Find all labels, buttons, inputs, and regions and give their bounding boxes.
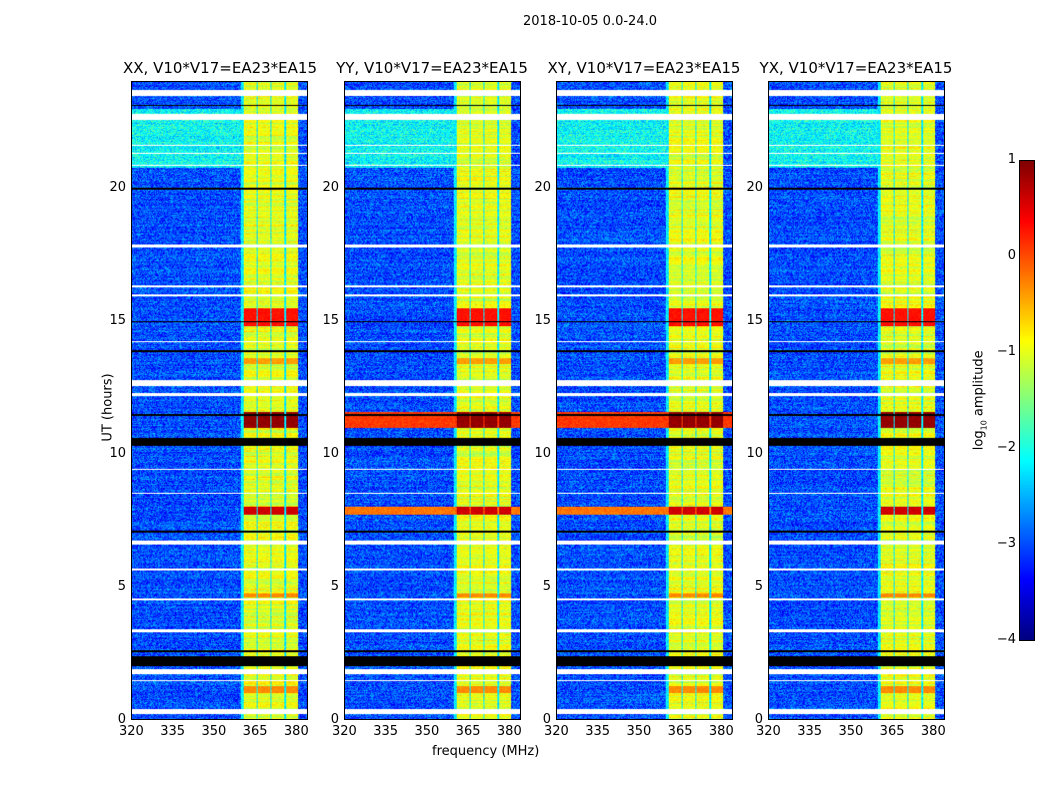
x-tick-label: 320 <box>756 724 781 739</box>
x-tick-label: 365 <box>667 724 693 739</box>
x-axis-label: frequency (MHz) <box>432 744 540 759</box>
y-tick-label: 15 <box>109 312 126 328</box>
x-tick-label: 335 <box>160 724 186 739</box>
y-tick-label: 20 <box>534 179 551 195</box>
x-tick-label: 380 <box>283 724 309 739</box>
x-tick-label: 320 <box>332 724 357 739</box>
y-tick-label: 5 <box>330 578 339 594</box>
x-tick-label: 365 <box>455 724 481 739</box>
y-tick-label: 10 <box>109 445 126 461</box>
x-tick-label: 350 <box>201 724 227 739</box>
y-tick-label: 0 <box>117 712 126 727</box>
panel-title-yx: YX, V10*V17=EA23*EA15 <box>759 59 953 77</box>
y-tick-label: 0 <box>330 712 339 727</box>
x-tick-label: 320 <box>544 724 569 739</box>
x-tick-label: 365 <box>242 724 268 739</box>
x-tick-label: 350 <box>626 724 652 739</box>
x-tick-label: 335 <box>585 724 611 739</box>
y-tick-label: 0 <box>754 712 763 727</box>
y-tick-label: 20 <box>746 179 763 195</box>
x-tick-label: 365 <box>879 724 905 739</box>
x-tick-label: 380 <box>496 724 522 739</box>
y-tick-label: 10 <box>534 445 551 461</box>
x-tick-label: 335 <box>797 724 823 739</box>
y-tick-label: 20 <box>322 179 339 195</box>
x-tick-label: 350 <box>414 724 440 739</box>
x-tick-label: 350 <box>838 724 864 739</box>
colorbar-tick-label: 0 <box>1007 248 1016 263</box>
y-tick-label: 5 <box>754 578 763 594</box>
colorbar-label: log10 amplitude <box>971 350 989 451</box>
colorbar-tick-label: 1 <box>1007 152 1016 167</box>
y-tick-label: 5 <box>117 578 126 594</box>
y-tick-label: 15 <box>322 312 339 328</box>
colorbar <box>1019 160 1035 641</box>
x-tick-label: 380 <box>920 724 946 739</box>
panel-title-xy: XY, V10*V17=EA23*EA15 <box>547 59 741 77</box>
y-tick-label: 15 <box>746 312 763 328</box>
colorbar-tick-label: −1 <box>996 344 1016 359</box>
y-tick-label: 10 <box>322 445 339 461</box>
y-tick-label: 0 <box>542 712 551 727</box>
figure-title: 2018-10-05 0.0-24.0 <box>523 14 657 29</box>
heatmap-xy <box>556 81 733 720</box>
x-tick-label: 320 <box>119 724 144 739</box>
heatmap-yy <box>344 81 521 720</box>
x-tick-label: 335 <box>373 724 399 739</box>
y-tick-label: 5 <box>542 578 551 594</box>
y-tick-label: 20 <box>109 179 126 195</box>
y-tick-label: 10 <box>746 445 763 461</box>
y-tick-label: 15 <box>534 312 551 328</box>
x-tick-label: 380 <box>708 724 734 739</box>
heatmap-xx <box>131 81 308 720</box>
heatmap-yx <box>768 81 945 720</box>
y-axis-label: UT (hours) <box>100 373 116 442</box>
panel-title-yy: YY, V10*V17=EA23*EA15 <box>336 59 528 77</box>
colorbar-tick-label: −2 <box>996 440 1016 455</box>
colorbar-tick-label: −3 <box>996 536 1016 551</box>
colorbar-tick-label: −4 <box>996 632 1016 647</box>
panel-title-xx: XX, V10*V17=EA23*EA15 <box>122 59 317 77</box>
